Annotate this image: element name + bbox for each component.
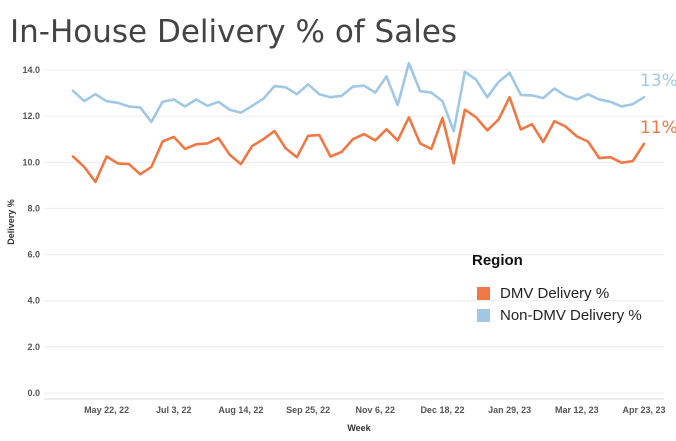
- x-tick-label: Mar 12, 23: [555, 405, 599, 415]
- x-axis-title: Week: [347, 423, 371, 433]
- y-tick-label: 8.0: [27, 203, 40, 213]
- series-line-non-dmv: [71, 61, 646, 133]
- legend-swatch-non-dmv: [477, 309, 490, 322]
- end-label-dmv: 11%: [640, 118, 676, 138]
- x-tick-label: Nov 6, 22: [356, 405, 396, 415]
- y-tick-label: 10.0: [22, 157, 40, 167]
- series-line-dmv: [71, 95, 646, 184]
- y-axis-title: Delivery %: [6, 199, 16, 245]
- legend-label-dmv: DMV Delivery %: [500, 285, 610, 302]
- chart-title: In-House Delivery % of Sales: [10, 14, 458, 50]
- y-tick-label: 12.0: [22, 111, 40, 121]
- x-tick-label: Apr 23, 23: [622, 405, 665, 415]
- x-tick-label: Sep 25, 22: [286, 405, 330, 415]
- y-tick-label: 2.0: [27, 342, 40, 352]
- y-axis-ticks: 0.0 2.0 4.0 6.0 8.0 10.0 12.0 14.0: [22, 65, 40, 398]
- legend: Region DMV Delivery % Non-DMV Delivery %: [472, 252, 642, 329]
- legend-item-dmv[interactable]: DMV Delivery %: [472, 285, 642, 302]
- series-lines: [71, 61, 646, 184]
- gridlines: [44, 69, 664, 394]
- legend-title: Region: [472, 252, 523, 269]
- x-tick-label: Jan 29, 23: [488, 405, 531, 415]
- x-axis-ticks: May 22, 22 Jul 3, 22 Aug 14, 22 Sep 25, 22 N…: [84, 405, 665, 415]
- y-tick-label: 14.0: [22, 65, 40, 75]
- y-tick-label: 4.0: [27, 296, 40, 306]
- end-labels: 13% 11%: [640, 71, 676, 138]
- legend-swatch-dmv: [477, 287, 490, 300]
- x-tick-label: Jul 3, 22: [156, 405, 192, 415]
- x-tick-label: Dec 18, 22: [420, 405, 464, 415]
- legend-label-non-dmv: Non-DMV Delivery %: [500, 307, 642, 324]
- x-tick-label: May 22, 22: [84, 405, 129, 415]
- y-tick-label: 0.0: [27, 388, 40, 398]
- legend-item-non-dmv[interactable]: Non-DMV Delivery %: [472, 307, 642, 324]
- x-tick-label: Aug 14, 22: [218, 405, 263, 415]
- end-label-non-dmv: 13%: [640, 71, 676, 91]
- y-tick-label: 6.0: [27, 250, 40, 260]
